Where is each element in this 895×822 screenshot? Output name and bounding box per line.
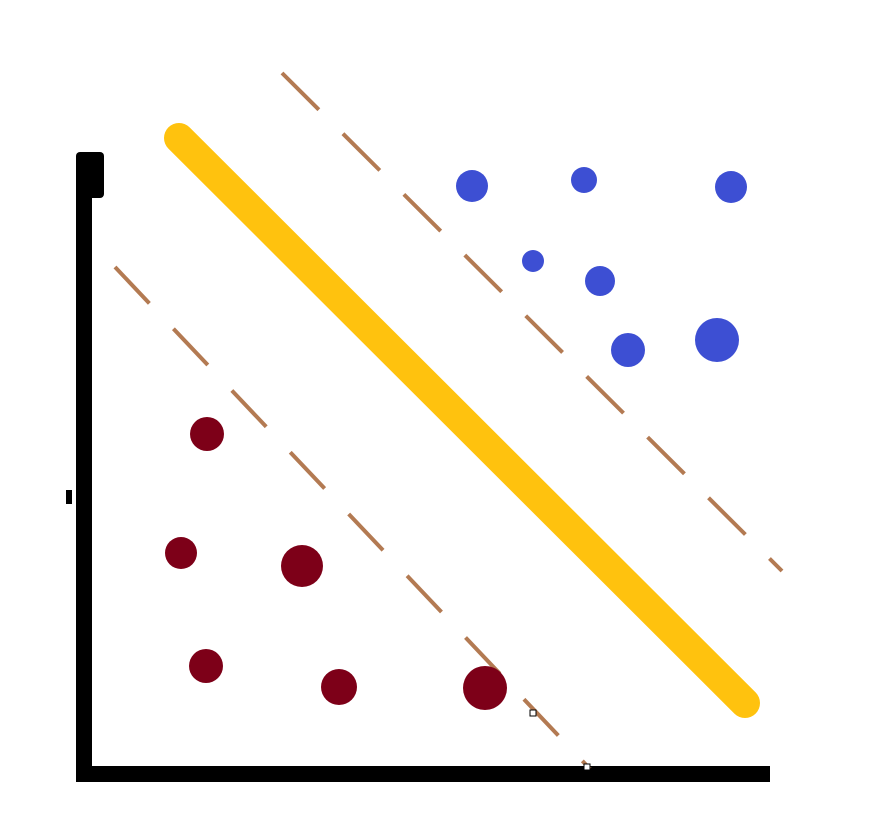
data-point-positive xyxy=(522,250,544,272)
data-point-positive xyxy=(611,333,645,367)
data-point-negative xyxy=(281,545,323,587)
data-point-negative xyxy=(165,537,197,569)
decision-boundary xyxy=(164,123,760,718)
positive-class-points xyxy=(456,167,747,367)
data-point-positive xyxy=(456,170,488,202)
margin-marker xyxy=(583,763,591,771)
data-point-positive xyxy=(715,171,747,203)
data-point-positive xyxy=(695,318,739,362)
data-point-positive xyxy=(585,266,615,296)
margin-marker xyxy=(529,709,537,717)
upper-margin-line xyxy=(280,71,784,573)
margin-lines xyxy=(113,71,784,771)
y-axis-top-cap xyxy=(76,152,104,198)
data-point-negative xyxy=(321,669,357,705)
axes xyxy=(66,152,770,782)
data-point-negative xyxy=(190,417,224,451)
negative-class-points xyxy=(165,417,507,710)
y-axis-tick xyxy=(66,490,72,504)
data-point-positive xyxy=(571,167,597,193)
lower-margin-line xyxy=(113,265,592,771)
data-point-negative xyxy=(463,666,507,710)
data-point-negative xyxy=(189,649,223,683)
